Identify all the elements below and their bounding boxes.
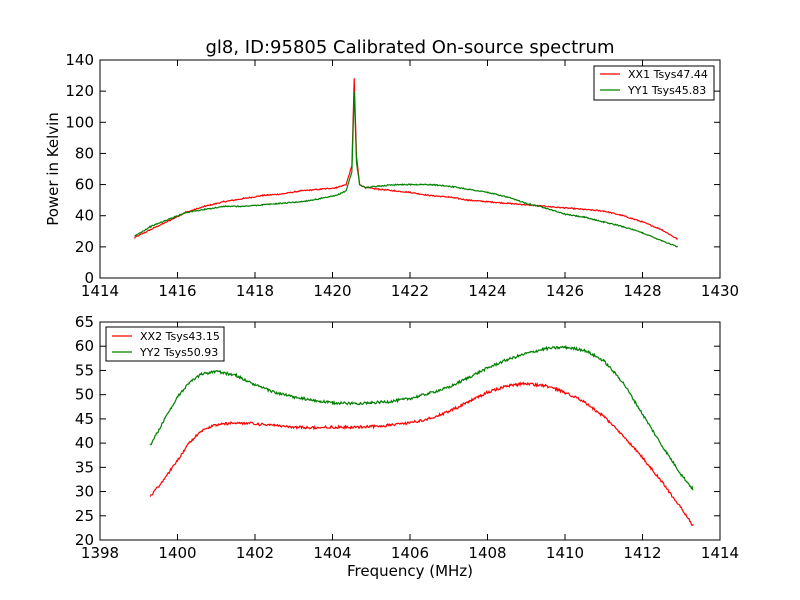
bottom-x-tick-label: 1406 (391, 544, 429, 562)
bottom-y-tick-label: 45 (75, 410, 94, 428)
bottom-x-tick-label: 1408 (468, 544, 506, 562)
bottom-x-tick-label: 1400 (158, 544, 196, 562)
top-subplot: 1414 1416 1418 1420 1422 1424 1426 1428 1430 0 20 4… (44, 51, 739, 300)
bottom-series-group (149, 345, 694, 527)
bottom-y-tick-label: 40 (75, 434, 94, 452)
bottom-ticks-group: 1398 1400 1402 1404 1406 1408 1410 1412 1414 20 25… (75, 313, 739, 562)
bottom-y-tick-label: 65 (75, 313, 94, 331)
top-legend-label-yy1: YY1 Tsys45.83 (627, 84, 706, 97)
bottom-y-tick-label: 25 (75, 507, 94, 525)
top-x-tick-label: 1420 (313, 282, 351, 300)
top-x-tick-label: 1416 (158, 282, 196, 300)
top-x-tick-label: 1414 (81, 282, 119, 300)
top-y-tick-label: 120 (65, 82, 94, 100)
bottom-subplot: 1398 1400 1402 1404 1406 1408 1410 1412 1414 20 25… (75, 313, 739, 580)
top-y-tick-label: 80 (75, 144, 94, 162)
bottom-x-tick-label: 1410 (546, 544, 584, 562)
top-series-line-1 (134, 78, 678, 240)
bottom-y-tick-label: 55 (75, 361, 94, 379)
bottom-y-tick-label: 50 (75, 386, 94, 404)
top-series-line-2 (134, 91, 678, 248)
bottom-legend-box (105, 326, 225, 362)
top-y-tick-label: 140 (65, 51, 94, 69)
bottom-y-tick-label: 60 (75, 337, 94, 355)
top-y-tick-label: 40 (75, 207, 94, 225)
bottom-x-tick-label: 1412 (623, 544, 661, 562)
top-x-tick-label: 1428 (623, 282, 661, 300)
top-legend-box (593, 65, 715, 101)
bottom-legend-label-xx2: XX2 Tsys43.15 (140, 330, 220, 343)
bottom-x-tick-label: 1398 (81, 544, 119, 562)
bottom-x-tick-label: 1404 (313, 544, 351, 562)
bottom-x-axis-label: Frequency (MHz) (347, 562, 473, 580)
top-x-tick-label: 1418 (236, 282, 274, 300)
top-y-tick-label: 100 (65, 113, 94, 131)
top-y-tick-label: 0 (84, 269, 94, 287)
top-x-tick-label: 1430 (701, 282, 739, 300)
top-x-tick-label: 1424 (468, 282, 506, 300)
bottom-x-tick-label: 1414 (701, 544, 739, 562)
bottom-y-tick-label: 30 (75, 483, 94, 501)
bottom-series-line-1 (149, 381, 694, 527)
figure-title: gl8, ID:95805 Calibrated On-source spect… (205, 37, 614, 58)
bottom-series-line-2 (149, 345, 694, 491)
top-y-tick-label: 20 (75, 238, 94, 256)
top-series-group (134, 78, 678, 248)
top-ticks-group: 1414 1416 1418 1420 1422 1424 1426 1428 1430 0 20 4… (65, 51, 739, 300)
top-y-axis-label: Power in Kelvin (44, 112, 62, 226)
bottom-y-tick-label: 35 (75, 458, 94, 476)
top-x-tick-label: 1426 (546, 282, 584, 300)
top-legend-label-xx1: XX1 Tsys47.44 (628, 68, 708, 81)
top-x-tick-label: 1422 (391, 282, 429, 300)
bottom-legend-label-yy2: YY2 Tsys50.93 (139, 346, 218, 359)
bottom-y-tick-label: 20 (75, 531, 94, 549)
top-y-tick-label: 60 (75, 176, 94, 194)
bottom-x-tick-label: 1402 (236, 544, 274, 562)
bottom-legend: XX2 Tsys43.15 YY2 Tsys50.93 (105, 326, 225, 362)
top-legend: XX1 Tsys47.44 YY1 Tsys45.83 (593, 65, 715, 101)
